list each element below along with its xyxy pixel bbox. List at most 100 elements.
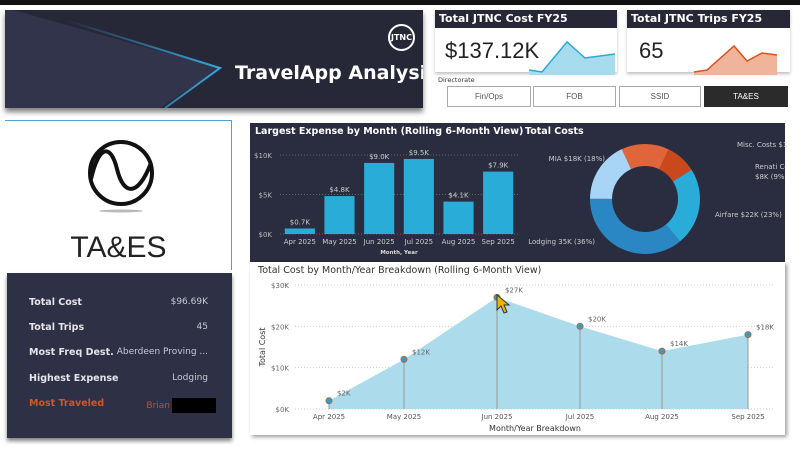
bar <box>324 196 355 234</box>
y-tick-label: $20K <box>271 323 289 331</box>
data-label: $14K <box>670 340 688 348</box>
bar <box>284 228 315 234</box>
y-axis-label: Total Cost <box>258 327 267 367</box>
stat-value: 45 <box>196 322 208 332</box>
sine-wave-circle-icon <box>88 140 154 213</box>
trips-sparkline <box>693 44 778 75</box>
directorate-ssid-button[interactable]: SSID <box>619 86 701 107</box>
donut-slice <box>621 144 669 170</box>
data-label: $12K <box>412 348 430 356</box>
stat-value: $96.69K <box>170 297 208 307</box>
area-chart-title: Total Cost by Month/Year Breakdown (Roll… <box>258 265 542 276</box>
bar <box>403 158 434 234</box>
kpi-title: Total JTNC Cost FY25 <box>435 10 617 28</box>
summary-stats-card: Total Cost $96.69K Total Trips 45 Most Fre… <box>7 273 232 438</box>
kpi-title: Total JTNC Trips FY25 <box>627 10 790 28</box>
kpi-value: $137.12K <box>445 38 540 63</box>
stat-most-freq-dest: Most Freq Dest. Aberdeen Proving ... <box>29 347 208 358</box>
mouse-cursor-icon <box>496 293 511 314</box>
report-header: JTNC TravelApp Analysis <box>5 10 423 108</box>
directorate-name: TA&ES <box>70 231 167 264</box>
directorate-ta-es-button[interactable]: TA&ES <box>704 86 788 107</box>
stat-label: Most Freq Dest. <box>29 347 114 358</box>
stat-total-cost: Total Cost $96.69K <box>29 297 208 308</box>
donut-slice <box>665 169 700 242</box>
stat-value: Aberdeen Proving ... <box>116 347 208 357</box>
largest-expense-bar-chart: $0K $5K $10K $0.7K Apr 2025 $4.8K May 2025 $9.0… <box>254 149 518 256</box>
stat-total-trips: Total Trips 45 <box>29 322 208 333</box>
x-tick-label: Jun 2025 <box>363 238 395 246</box>
data-label: $4.1K <box>448 192 469 200</box>
directorate-label: Directorate <box>438 76 475 84</box>
x-tick-label: Sep 2025 <box>731 413 764 421</box>
data-label: $9.0K <box>369 153 390 161</box>
bar <box>483 171 514 234</box>
bar <box>443 201 474 234</box>
y-tick-label: $0K <box>259 231 273 239</box>
data-label: $20K <box>588 315 606 323</box>
x-tick-label: May 2025 <box>387 413 422 421</box>
kpi-value: 65 <box>639 38 664 63</box>
x-tick-label: May 2025 <box>322 238 357 246</box>
donut-slice <box>659 149 692 182</box>
data-point <box>744 331 752 339</box>
data-point <box>325 397 333 405</box>
stat-label: Highest Expense <box>29 373 119 384</box>
data-label: $4.8K <box>329 186 350 194</box>
x-tick-label: Aug 2025 <box>645 413 679 421</box>
data-label: $9.5K <box>409 149 430 157</box>
donut-slice <box>590 198 680 254</box>
donut-slice <box>590 149 632 199</box>
data-point <box>658 347 666 355</box>
stat-value: Lodging <box>172 373 208 383</box>
x-axis-label: Month, Year <box>380 250 418 256</box>
header-triangle-decoration <box>5 10 223 108</box>
data-label: $2K <box>337 390 351 398</box>
stat-label: Total Cost <box>29 297 82 308</box>
jtnc-logo: JTNC <box>388 24 415 51</box>
data-point <box>576 322 584 330</box>
y-tick-label: $0K <box>276 406 290 414</box>
total-cost-area-panel: Total Cost by Month/Year Breakdown (Roll… <box>250 262 785 435</box>
slice-label: Renati Costs <box>755 163 785 171</box>
directorate-logo-panel: TA&ES <box>5 120 232 270</box>
page-title: TravelApp Analysis <box>235 62 423 84</box>
bar <box>364 162 395 234</box>
x-tick-label: Jun 2025 <box>481 413 513 421</box>
stat-value: Brian <box>146 400 170 411</box>
directorate-fob-button[interactable]: FOB <box>533 86 616 107</box>
y-tick-label: $5K <box>259 192 273 200</box>
redaction-box <box>172 398 216 413</box>
stat-label: Most Traveled <box>29 398 105 409</box>
slice-label: Airfare $22K (23%) <box>715 211 782 219</box>
y-tick-label: $10K <box>254 152 272 160</box>
y-tick-label: $10K <box>271 365 289 373</box>
bar-chart-title: Largest Expense by Month (Rolling 6-Mont… <box>255 126 524 137</box>
y-tick-label: $30K <box>271 282 289 290</box>
stat-most-traveled: Most Traveled Brian <box>29 398 216 413</box>
x-tick-label: Jul 2025 <box>404 238 434 246</box>
slice-label: Misc. Costs $13K (14%) <box>737 141 785 149</box>
top-border <box>0 0 800 5</box>
slice-label: Lodging 35K (36%) <box>528 238 595 246</box>
x-tick-label: Jul 2025 <box>565 413 595 421</box>
cost-sparkline <box>528 40 616 75</box>
kpi-card-total-trips: Total JTNC Trips FY25 65 <box>627 10 790 75</box>
directorate-fin-ops-button[interactable]: Fin/Ops <box>447 86 531 107</box>
x-tick-label: Apr 2025 <box>313 413 345 421</box>
stat-label: Total Trips <box>29 322 85 333</box>
total-costs-donut-chart: Misc. Costs $13K (14%) Renati Costs $8K (9… <box>528 141 785 254</box>
data-point <box>400 355 408 363</box>
stat-highest-expense: Highest Expense Lodging <box>29 373 208 384</box>
top-charts-panel: Largest Expense by Month (Rolling 6-Mont… <box>250 123 785 262</box>
kpi-card-total-cost: Total JTNC Cost FY25 $137.12K <box>435 10 617 75</box>
data-label: $27K <box>505 286 523 294</box>
donut-chart-title: Total Costs <box>525 126 584 137</box>
data-label: $18K <box>756 324 774 332</box>
area-fill <box>329 297 748 409</box>
slice-label: MIA $18K (18%) <box>549 155 606 163</box>
x-axis-label: Month/Year Breakdown <box>489 424 581 433</box>
data-label: $0.7K <box>290 218 311 226</box>
data-label: $7.9K <box>488 162 509 170</box>
x-tick-label: Apr 2025 <box>284 238 316 246</box>
